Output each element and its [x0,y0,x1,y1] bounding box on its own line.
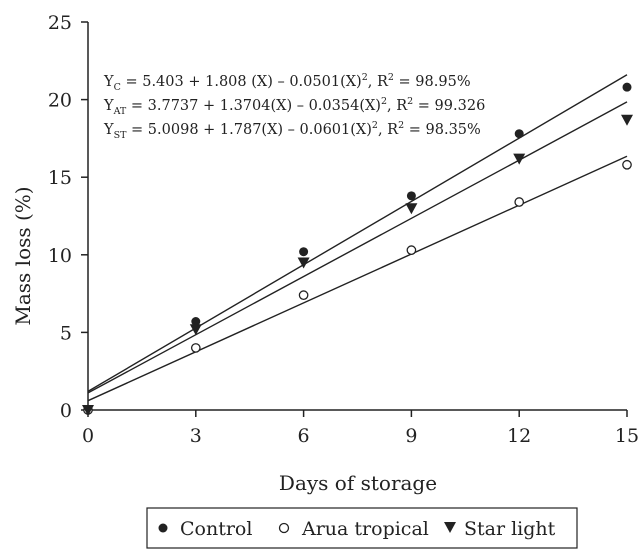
regression-equations: YC = 5.403 + 1.808 (X) – 0.0501(X)2, R2 … [103,72,485,141]
y-tick-label: 20 [48,90,72,112]
x-tick-label: 3 [190,425,202,447]
equation-control: YC = 5.403 + 1.808 (X) – 0.0501(X)2, R2 … [103,72,471,93]
x-tick-label: 12 [507,425,531,447]
y-tick-label: 5 [60,322,72,344]
point-star-light [189,324,202,336]
legend-marker-arua-tropical [278,522,290,534]
equation-arua-tropical: YAT = 3.7737 + 1.3704(X) – 0.0354(X)2, R… [103,96,485,117]
y-axis-title: Mass loss (%) [11,186,35,325]
point-control [514,129,524,139]
legend: Control Arua tropical Star light [146,507,578,549]
data-points [82,82,633,416]
x-tick-label: 0 [82,425,94,447]
x-tick-label: 6 [298,425,310,447]
equation-star-light: YST = 5.0098 + 1.787(X) – 0.0601(X)2, R2… [103,120,481,141]
legend-marker-star-light [444,522,456,533]
legend-marker-control [158,523,168,533]
point-control [299,247,309,257]
point-control [406,191,416,201]
point-arua-tropical [190,343,201,353]
point-arua-tropical [298,290,309,301]
point-arua-tropical [622,159,632,170]
legend-label-star-light: Star light [464,518,556,540]
point-star-light [297,257,310,269]
point-star-light [513,153,526,165]
point-control [622,82,632,92]
y-tick-label: 10 [48,245,72,267]
y-ticks: 0 5 10 15 20 25 [48,12,88,422]
fit-line-arua-tropical [87,155,628,402]
x-axis-title: Days of storage [279,471,437,495]
y-tick-label: 0 [60,400,72,422]
x-ticks: 0 3 6 9 12 15 [82,410,639,447]
fit-line-control [87,74,628,392]
point-control [191,317,201,327]
point-arua-tropical [514,197,525,207]
point-star-light [82,405,94,416]
legend-box [146,507,578,549]
point-star-light [621,114,633,126]
y-tick-label: 15 [48,167,72,189]
fit-lines [87,74,628,402]
fit-line-star-light [87,101,628,394]
point-arua-tropical [406,245,417,255]
point-star-light [405,203,418,215]
x-tick-label: 9 [405,425,417,447]
y-tick-label: 25 [48,12,72,34]
x-tick-label: 15 [615,425,639,447]
legend-label-control: Control [180,518,252,540]
legend-label-arua-tropical: Arua tropical [301,518,429,540]
